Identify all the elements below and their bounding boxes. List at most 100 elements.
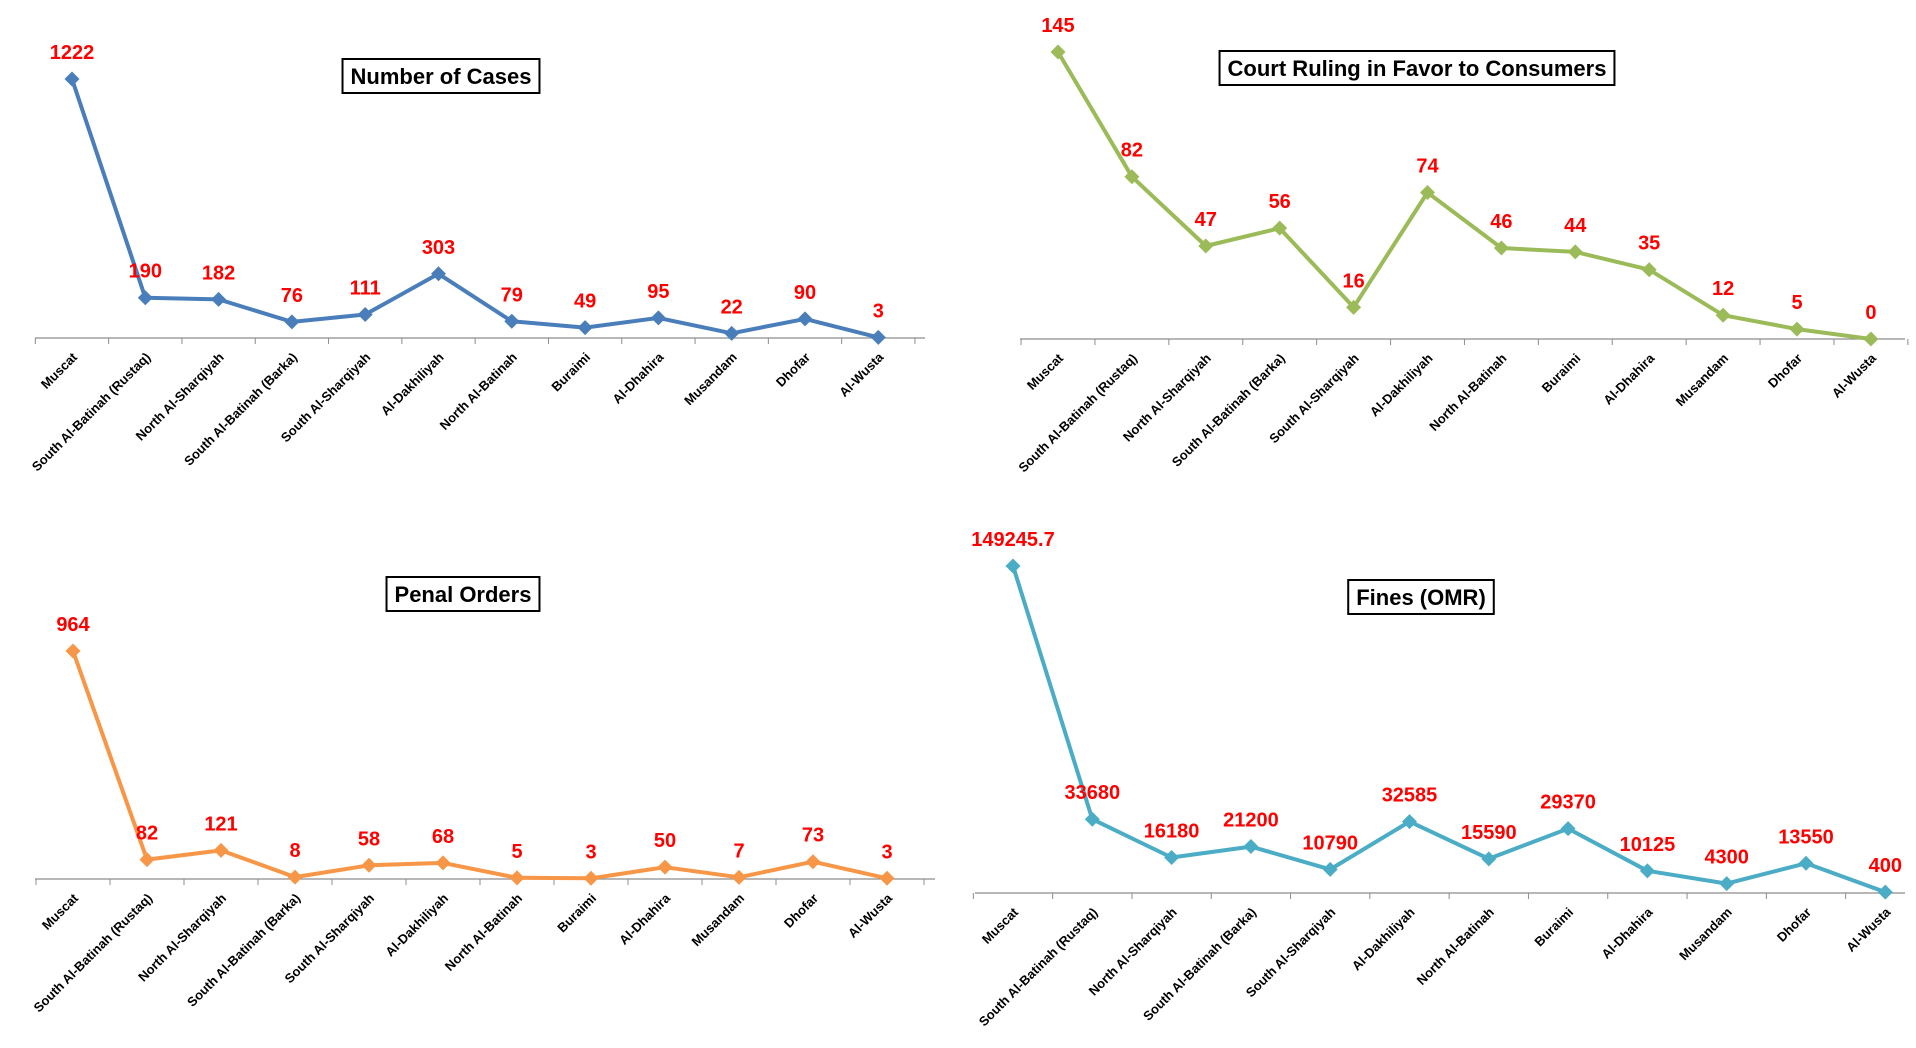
chart-4: 149245.7 33680 16180 21200 10790 32585 15590 29… [971,529,1905,1029]
x-tick-label: Musandam [681,350,740,409]
x-tick-label: Muscat [1024,350,1067,393]
data-label: 182 [202,262,235,284]
data-point-marker [1272,220,1288,236]
x-tick-label: Musandam [688,891,747,950]
data-point-marker [1124,169,1140,185]
data-point-marker [797,311,813,327]
chart-title-text: Fines (OMR) [1356,585,1486,610]
x-tick-label: Al-Wusta [1829,350,1880,401]
data-point-marker [1863,331,1879,347]
chart-title-text: Number of Cases [351,64,532,89]
data-label: 7 [733,840,744,862]
data-label: 0 [1865,302,1876,324]
x-tick-label: Al-Dakhiliyah [382,890,451,959]
data-point-marker [1715,307,1731,323]
data-label: 10125 [1620,834,1676,856]
data-point-marker [509,870,525,886]
x-tick-label: Al-Dakhiliyah [378,349,447,418]
x-tick-label: Musandam [1676,905,1735,964]
data-point-marker [1164,850,1180,866]
data-label: 400 [1869,855,1902,877]
data-point-marker [137,290,153,306]
x-tick-label: North Al-Batinah [1414,904,1497,987]
x-tick-label: North Al-Sharqiyah [1086,904,1180,998]
series-line [70,78,879,340]
data-point-marker [213,842,229,858]
data-label: 3 [873,300,884,322]
x-tick-label: Musandam [1673,351,1732,410]
chart-1: 1222 190 182 76 111 303 79 49 95 22 90 3 MuscatSouth… [29,42,925,474]
data-label: 16 [1342,270,1364,292]
data-label: 79 [501,284,523,306]
data-point-marker [284,314,300,330]
x-tick-label: South Al-Batinah (Rustaq) [30,891,155,1016]
chart-title-text: Court Ruling in Favor to Consumers [1228,56,1607,81]
data-point-marker [435,855,451,871]
data-point-marker [211,291,227,307]
data-label: 12 [1712,278,1734,300]
data-label: 10790 [1302,832,1358,854]
x-tick-label: Dhofar [773,350,813,390]
data-label: 5 [511,841,522,863]
data-label: 22 [721,296,743,318]
data-label: 149245.7 [971,529,1054,551]
data-point-marker [1346,299,1362,315]
data-point-marker [1639,863,1655,879]
data-point-marker [879,870,895,886]
chart-title: Penal Orders [385,576,541,612]
series-line [1011,565,1886,894]
data-label: 95 [647,281,669,303]
data-label: 21200 [1223,810,1279,832]
x-tick-label: Buraimi [1539,351,1584,396]
data-label: 121 [204,813,237,835]
chart-title-text: Penal Orders [395,582,532,607]
data-point-marker [64,71,80,87]
x-tick-label: North Al-Batinah [437,349,520,432]
data-point-marker [1641,262,1657,278]
data-point-marker [805,854,821,870]
data-label: 73 [802,825,824,847]
x-tick-label: Al-Dakhiliyah [1367,350,1436,419]
data-point-marker [287,869,303,885]
x-tick-label: North Al-Batinah [1426,350,1509,433]
data-point-marker [1567,244,1583,260]
data-label: 145 [1041,15,1074,37]
data-point-marker [65,643,81,659]
data-point-marker [1798,855,1814,871]
data-point-marker [1084,811,1100,827]
x-tick-label: Buraimi [548,350,593,395]
x-tick-label: North Al-Batinah [442,890,525,973]
x-tick-label: Dhofar [1774,905,1814,945]
data-label: 74 [1416,156,1439,178]
x-tick-label: Dhofar [781,891,821,931]
data-label: 32585 [1382,785,1438,807]
data-point-marker [1402,814,1417,830]
x-tick-label: Muscat [39,890,82,933]
data-point-marker [1493,240,1509,256]
data-label: 15590 [1461,822,1517,844]
data-label: 58 [358,828,380,850]
data-point-marker [657,859,673,875]
data-label: 50 [654,830,676,852]
data-label: 190 [129,261,162,283]
x-tick-label: Al-Dhahira [609,349,667,407]
chart-title-box [1347,579,1495,615]
data-point-marker [870,329,886,345]
data-label: 4300 [1704,847,1749,869]
chart-title-box [385,576,541,612]
chart-title: Court Ruling in Favor to Consumers [1218,50,1616,86]
data-point-marker [357,306,373,322]
x-tick-label: Al-Wusta [1843,904,1894,955]
chart-title: Number of Cases [341,58,541,94]
x-tick-label: Muscat [979,904,1022,947]
series-line [1056,50,1872,341]
x-tick-label: Buraimi [1531,905,1576,950]
data-point-marker [650,310,666,326]
x-tick-label: South Al-Sharqiyah [1243,904,1339,1000]
x-tick-label: Al-Dhahira [1598,904,1656,962]
x-tick-label: Buraimi [554,891,599,936]
data-label: 44 [1564,215,1587,237]
data-point-marker [1789,321,1805,337]
